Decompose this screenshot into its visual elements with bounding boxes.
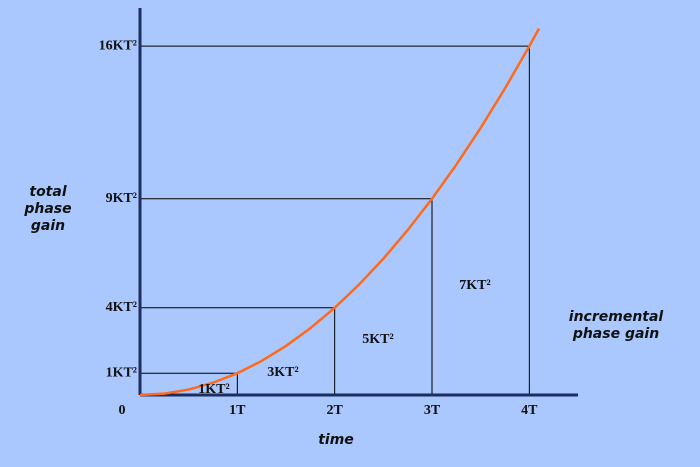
x-tick-label: 4T [521,403,538,418]
side-label: incremental [569,309,664,325]
y-axis-title: gain [31,218,65,234]
y-tick-label: 16KT² [99,38,137,53]
curve [139,27,541,397]
y-tick-label: 4KT² [106,300,137,315]
region-label: 1KT² [198,382,229,397]
y-axis-title: phase [23,201,71,217]
y-tick-label: 1KT² [106,365,137,380]
x-axis-title: time [318,432,354,448]
region-label: 5KT² [362,332,393,347]
x-tick-label: 1T [229,403,246,418]
y-tick-label: 9KT² [106,191,137,206]
x-tick-label: 2T [326,403,343,418]
side-label: phase gain [572,326,659,342]
y-axis-title: total [29,184,66,200]
region-label: 7KT² [459,278,490,293]
x-tick-label: 3T [424,403,441,418]
region-label: 3KT² [267,365,298,380]
x-tick-label: 0 [119,403,126,418]
